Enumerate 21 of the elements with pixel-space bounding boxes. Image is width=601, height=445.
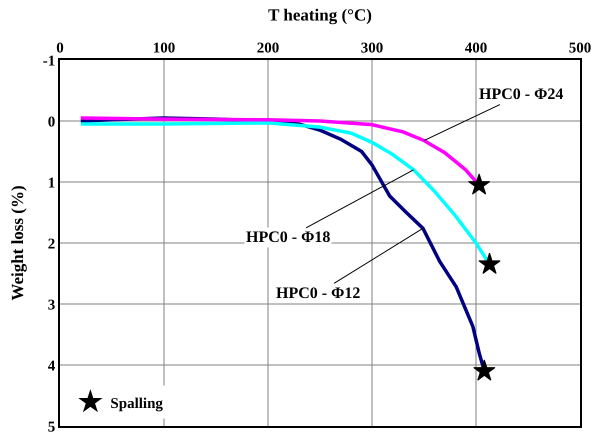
x-tick-label: 200: [256, 40, 280, 56]
annotation: HPC0 - Φ24: [479, 86, 564, 103]
y-tick-label: 1: [48, 175, 56, 192]
x-tick-label: 300: [360, 40, 384, 56]
point: [468, 173, 490, 195]
y-tick-label: 3: [48, 297, 56, 314]
legend-label: Spalling: [110, 396, 164, 412]
x-axis-title: T heating (°C): [268, 5, 372, 24]
y-axis-title: Weight loss (%): [8, 185, 27, 301]
y-tick-label: 4: [48, 358, 56, 374]
y-tick-label: 0: [48, 114, 56, 130]
y-tick-label: -1: [42, 53, 56, 70]
annotation: HPC0 - Φ12: [276, 285, 360, 302]
y-tick-label: 5: [48, 419, 56, 436]
y-tick-label: 2: [48, 236, 56, 252]
annotation: HPC0 - Φ18: [246, 229, 330, 246]
point: [473, 359, 496, 381]
x-tick-label: 500: [568, 40, 592, 56]
x-tick-label: 100: [152, 40, 176, 56]
x-tick-label: 400: [464, 40, 488, 56]
point: [478, 252, 501, 274]
